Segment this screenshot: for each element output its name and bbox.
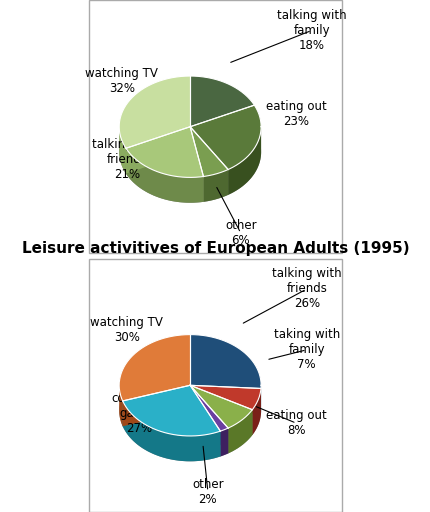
Polygon shape <box>190 76 254 127</box>
Polygon shape <box>190 385 220 457</box>
Text: other
6%: other 6% <box>224 219 256 247</box>
Text: eating out
8%: eating out 8% <box>266 409 326 437</box>
Polygon shape <box>190 385 261 410</box>
Polygon shape <box>190 385 227 454</box>
Polygon shape <box>123 385 190 426</box>
Text: talking with
family
18%: talking with family 18% <box>276 9 346 52</box>
Text: playing
computer
games
27%: playing computer games 27% <box>111 376 168 435</box>
Polygon shape <box>119 76 190 148</box>
Polygon shape <box>126 148 203 203</box>
Polygon shape <box>190 385 220 457</box>
Polygon shape <box>252 389 261 435</box>
Polygon shape <box>190 127 203 202</box>
Polygon shape <box>119 127 126 174</box>
Ellipse shape <box>119 360 261 461</box>
Polygon shape <box>227 410 252 454</box>
Polygon shape <box>123 401 220 461</box>
Polygon shape <box>190 385 227 454</box>
Ellipse shape <box>119 101 261 203</box>
Polygon shape <box>123 385 190 426</box>
Polygon shape <box>190 105 261 169</box>
Title: Leisure activitives of European Adults (1995): Leisure activitives of European Adults (… <box>22 241 408 256</box>
Text: taking with
family
7%: taking with family 7% <box>273 328 339 371</box>
Text: talking with
friends
26%: talking with friends 26% <box>271 267 341 310</box>
Polygon shape <box>190 385 261 414</box>
Polygon shape <box>190 335 261 389</box>
Polygon shape <box>123 385 220 436</box>
Polygon shape <box>190 385 261 414</box>
Polygon shape <box>190 127 227 195</box>
Polygon shape <box>227 126 261 195</box>
Text: eating out
23%: eating out 23% <box>266 100 326 128</box>
Polygon shape <box>119 335 190 401</box>
Polygon shape <box>190 127 227 177</box>
Text: other
2%: other 2% <box>192 478 223 506</box>
Polygon shape <box>126 127 203 177</box>
Polygon shape <box>190 385 227 431</box>
Polygon shape <box>126 127 190 174</box>
Text: talking with
friends
21%: talking with friends 21% <box>92 138 161 181</box>
Text: watching TV
30%: watching TV 30% <box>90 315 163 344</box>
Polygon shape <box>190 127 227 195</box>
Polygon shape <box>126 127 190 174</box>
Polygon shape <box>203 169 227 202</box>
Polygon shape <box>190 385 252 428</box>
Polygon shape <box>119 386 123 426</box>
Text: watching TV
32%: watching TV 32% <box>85 67 158 95</box>
Polygon shape <box>190 385 252 435</box>
Polygon shape <box>190 127 203 202</box>
Polygon shape <box>190 385 252 435</box>
Polygon shape <box>220 428 227 457</box>
